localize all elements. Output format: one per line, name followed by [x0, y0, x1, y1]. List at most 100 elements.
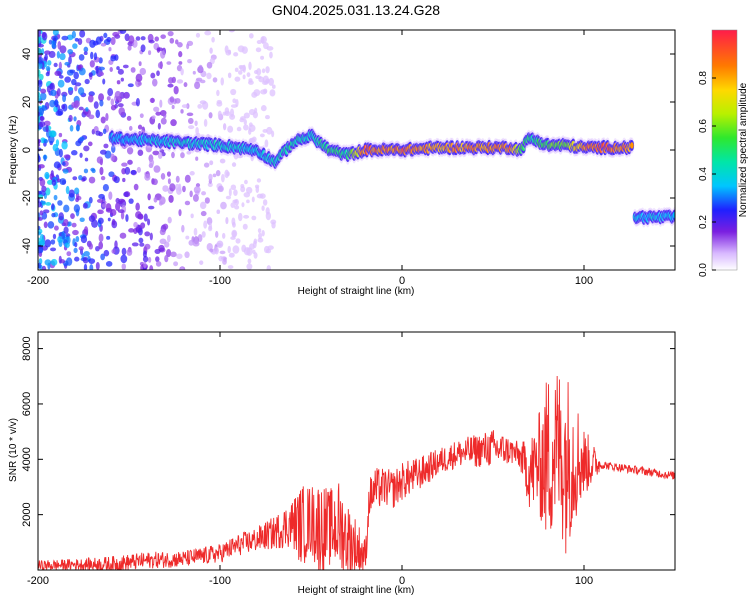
- noise-speckle: [58, 212, 64, 221]
- noise-speckle: [83, 145, 90, 152]
- noise-speckle: [174, 183, 181, 191]
- noise-speckle: [122, 64, 129, 69]
- noise-speckle: [170, 251, 177, 258]
- noise-speckle: [200, 210, 207, 217]
- noise-speckle: [77, 87, 85, 96]
- noise-speckle: [124, 166, 131, 175]
- noise-speckle: [51, 40, 56, 49]
- noise-speckle: [116, 80, 121, 85]
- noise-speckle: [207, 182, 213, 188]
- noise-speckle: [233, 52, 239, 57]
- noise-speckle: [259, 133, 265, 138]
- noise-speckle: [52, 233, 57, 240]
- colorbar-gradient: [711, 29, 738, 271]
- noise-speckle: [198, 64, 203, 71]
- noise-speckle: [110, 36, 116, 46]
- noise-speckle: [93, 101, 99, 109]
- noise-speckle: [70, 213, 75, 220]
- noise-speckle: [121, 263, 126, 270]
- noise-speckle: [147, 205, 155, 210]
- noise-speckle: [100, 116, 106, 124]
- noise-speckle: [67, 87, 74, 91]
- noise-speckle: [75, 140, 82, 147]
- noise-speckle: [246, 263, 253, 270]
- noise-speckle: [50, 239, 56, 245]
- noise-speckle: [248, 122, 253, 127]
- noise-speckle: [68, 55, 72, 65]
- noise-speckle: [101, 203, 107, 208]
- noise-speckle: [43, 120, 51, 127]
- noise-speckle: [52, 30, 59, 36]
- noise-speckle: [264, 115, 270, 120]
- noise-speckle: [91, 168, 96, 174]
- noise-speckle: [229, 114, 236, 120]
- noise-speckle: [68, 114, 73, 122]
- noise-speckle: [225, 195, 231, 200]
- noise-speckle: [153, 106, 160, 112]
- noise-speckle: [257, 228, 262, 234]
- noise-speckle: [41, 265, 47, 270]
- noise-speckle: [219, 158, 226, 164]
- noise-speckle: [257, 237, 264, 243]
- noise-speckle: [57, 200, 63, 206]
- noise-speckle: [199, 260, 204, 265]
- noise-speckle: [230, 202, 236, 208]
- noise-speckle: [111, 144, 116, 154]
- noise-speckle: [102, 183, 109, 192]
- noise-speckle: [246, 247, 253, 256]
- noise-speckle: [110, 55, 117, 62]
- noise-speckle: [54, 225, 59, 231]
- noise-speckle: [98, 233, 104, 243]
- noise-speckle: [258, 232, 262, 240]
- noise-speckle: [127, 83, 134, 88]
- noise-speckle: [212, 77, 218, 83]
- noise-speckle: [216, 240, 224, 248]
- noise-speckle: [74, 241, 78, 248]
- colorbar-tick-label: 0.6: [698, 119, 709, 133]
- noise-speckle: [245, 186, 253, 194]
- noise-speckle: [73, 116, 77, 122]
- noise-speckle: [47, 221, 55, 229]
- noise-speckle: [162, 185, 169, 192]
- noise-speckle: [126, 248, 133, 256]
- noise-speckle: [120, 254, 128, 264]
- noise-speckle: [128, 198, 134, 204]
- noise-speckle: [188, 125, 195, 130]
- noise-speckle: [50, 258, 58, 266]
- noise-speckle: [39, 178, 46, 187]
- noise-speckle: [234, 67, 239, 73]
- noise-speckle: [155, 256, 160, 263]
- noise-speckle: [216, 101, 223, 107]
- noise-speckle: [201, 191, 207, 196]
- noise-speckle: [167, 83, 174, 88]
- noise-speckle: [139, 242, 145, 247]
- noise-speckle: [131, 242, 139, 247]
- noise-speckle: [89, 39, 96, 48]
- noise-speckle: [162, 223, 169, 230]
- noise-speckle: [251, 136, 257, 143]
- noise-speckle: [45, 65, 51, 72]
- y-tick-label: 2000: [21, 502, 33, 526]
- noise-speckle: [184, 251, 190, 259]
- noise-speckle: [192, 241, 200, 247]
- noise-speckle: [171, 151, 175, 159]
- noise-speckle: [236, 154, 244, 159]
- noise-speckle: [66, 34, 74, 41]
- noise-speckle: [99, 99, 104, 107]
- noise-speckle: [251, 196, 255, 203]
- noise-speckle: [103, 249, 110, 257]
- noise-speckle: [40, 88, 47, 94]
- noise-speckle: [123, 92, 129, 99]
- noise-speckle: [154, 36, 159, 42]
- noise-speckle: [123, 191, 129, 198]
- noise-speckle: [44, 50, 51, 55]
- noise-speckle: [73, 204, 81, 213]
- noise-speckle: [38, 43, 44, 48]
- noise-speckle: [209, 248, 214, 253]
- noise-speckle: [158, 244, 165, 252]
- noise-speckle: [43, 139, 49, 144]
- noise-speckle: [142, 250, 147, 258]
- noise-speckle: [73, 71, 79, 80]
- trace-core: [672, 211, 675, 219]
- noise-speckle: [72, 176, 78, 181]
